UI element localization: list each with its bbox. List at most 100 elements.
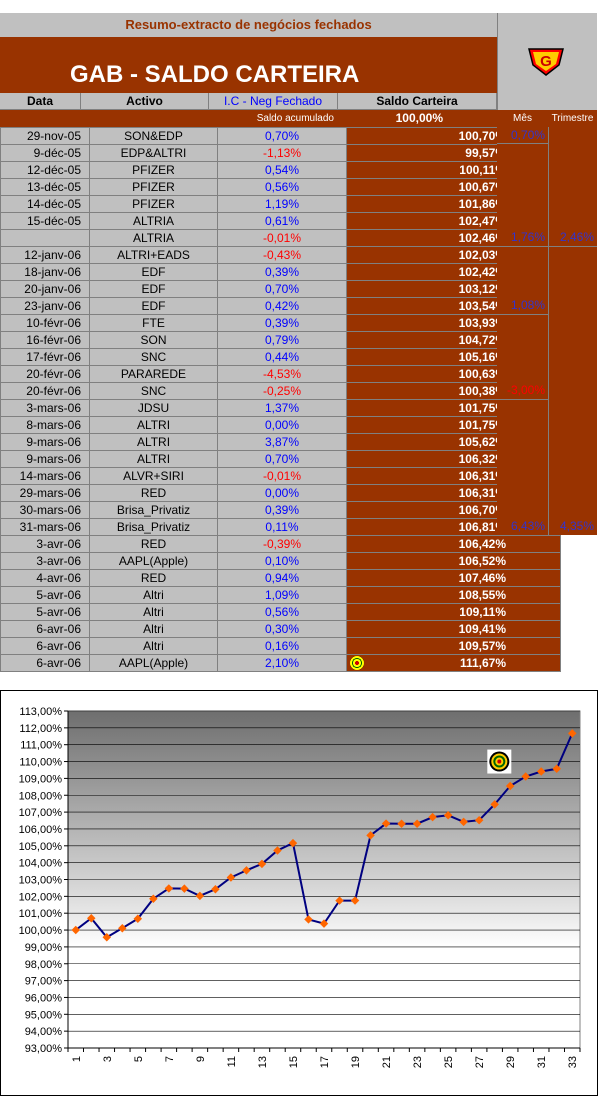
saldo-acumulado-label: Saldo acumulado: [209, 110, 338, 127]
cell-ic: 0,70%: [217, 127, 347, 145]
target-center: [497, 759, 502, 764]
table-row: 29-nov-05 SON&EDP 0,70% 100,70%: [0, 127, 561, 145]
cell-ic: -0,01%: [217, 229, 347, 247]
table-row: 3-mars-06 JDSU 1,37% 101,75%: [0, 399, 561, 417]
month-sep-1: [497, 246, 548, 247]
table-row: 20-janv-06 EDF 0,70% 103,12%: [0, 280, 561, 298]
data-point: [366, 831, 375, 840]
data-point: [149, 894, 158, 903]
y-tick-label: 96,00%: [25, 992, 63, 1004]
cell-saldo: 108,55%: [346, 586, 561, 604]
x-tick-label: 33: [567, 1056, 579, 1068]
cell-asset: Altri: [89, 637, 218, 655]
y-tick-label: 100,00%: [19, 925, 63, 937]
data-point: [195, 891, 205, 901]
cell-asset: ALTRI: [89, 450, 218, 468]
cell-ic: 0,42%: [217, 297, 347, 315]
cell-saldo: 111,67%: [346, 654, 561, 672]
month-header: Mês: [497, 110, 548, 127]
y-tick-label: 104,00%: [19, 858, 63, 870]
data-point: [335, 896, 344, 905]
x-tick-label: 5: [133, 1056, 145, 1062]
table-row: 6-avr-06 Altri 0,16% 109,57%: [0, 637, 561, 655]
cell-ic: -0,01%: [217, 467, 347, 485]
y-tick-label: 102,00%: [19, 891, 63, 903]
table-row: 9-mars-06 ALTRI 3,87% 105,62%: [0, 433, 561, 451]
cell-date: 18-janv-06: [0, 263, 90, 281]
cell-date: 3-mars-06: [0, 399, 90, 417]
cell-date: 9-mars-06: [0, 433, 90, 451]
cell-date: 29-nov-05: [0, 127, 90, 145]
cell-ic: 0,94%: [217, 569, 347, 587]
x-tick-label: 21: [381, 1056, 393, 1068]
cell-asset: ALTRI: [89, 433, 218, 451]
quarter-sep-1: [548, 246, 597, 247]
y-tick-label: 105,00%: [19, 841, 63, 853]
cell-date: 3-avr-06: [0, 535, 90, 553]
quarter-header: Trimestre: [548, 110, 597, 127]
cell-ic: 0,61%: [217, 212, 347, 230]
cell-saldo: 109,11%: [346, 603, 561, 621]
month-value-feb: -3,00%: [506, 383, 545, 397]
cell-asset: JDSU: [89, 399, 218, 417]
report-title: GAB - SALDO CARTEIRA: [0, 37, 497, 93]
table-row: 10-févr-06 FTE 0,39% 103,93%: [0, 314, 561, 332]
data-point: [412, 819, 422, 828]
cell-ic: 2,10%: [217, 654, 347, 672]
side-panel: [497, 127, 597, 535]
cell-date: 14-mars-06: [0, 467, 90, 485]
cell-ic: 0,54%: [217, 161, 347, 179]
month-value-nov: 0,70%: [497, 127, 548, 144]
cell-date: 23-janv-06: [0, 297, 90, 315]
table-row: 12-déc-05 PFIZER 0,54% 100,11%: [0, 161, 561, 179]
data-point: [273, 846, 282, 855]
cell-ic: 0,00%: [217, 416, 347, 434]
y-tick-label: 93,00%: [25, 1043, 63, 1055]
cell-asset: PARAREDE: [89, 365, 218, 383]
cell-date: 29-mars-06: [0, 484, 90, 502]
cell-date: 5-avr-06: [0, 603, 90, 621]
y-tick-label: 108,00%: [19, 790, 63, 802]
cell-date: 3-avr-06: [0, 552, 90, 570]
cell-date: 16-févr-06: [0, 331, 90, 349]
table-row: 5-avr-06 Altri 0,56% 109,11%: [0, 603, 561, 621]
cell-date: 12-déc-05: [0, 161, 90, 179]
cell-ic: 0,44%: [217, 348, 347, 366]
y-tick-label: 99,00%: [25, 942, 63, 954]
cell-date: 13-déc-05: [0, 178, 90, 196]
chart-area: 93,00% 94,00% 95,00% 96,00% 97,00% 98,00% 99,0…: [0, 690, 598, 1096]
cell-date: 6-avr-06: [0, 637, 90, 655]
col-header-ic: I.C - Neg Fechado: [209, 93, 338, 110]
col-header-asset: Activo: [81, 93, 209, 110]
table-row: 16-févr-06 SON 0,79% 104,72%: [0, 331, 561, 349]
y-tick-label: 97,00%: [25, 976, 63, 988]
cell-asset: PFIZER: [89, 178, 218, 196]
y-tick-label: 106,00%: [19, 824, 63, 836]
x-tick-label: 17: [319, 1056, 331, 1068]
cell-date: 8-mars-06: [0, 416, 90, 434]
cell-date: 12-janv-06: [0, 246, 90, 264]
data-point: [164, 884, 174, 893]
y-tick-label: 107,00%: [19, 807, 63, 819]
x-tick-label: 23: [412, 1056, 424, 1068]
cell-ic: -1,13%: [217, 144, 347, 162]
x-tick-label: 25: [443, 1056, 455, 1068]
cell-asset: SNC: [89, 348, 218, 366]
cell-ic: 0,56%: [217, 178, 347, 196]
cell-date: 20-févr-06: [0, 365, 90, 383]
y-tick-label: 109,00%: [19, 773, 63, 785]
cell-ic: 3,87%: [217, 433, 347, 451]
data-point: [304, 915, 313, 924]
data-point: [397, 819, 406, 828]
data-point: [443, 811, 453, 820]
month-value-mar: 6,43%: [510, 519, 545, 533]
cell-ic: 0,39%: [217, 501, 347, 519]
cell-date: 20-janv-06: [0, 280, 90, 298]
cell-date: [0, 229, 90, 247]
table-row: 3-avr-06 RED -0,39% 106,42%: [0, 535, 561, 553]
data-point: [118, 923, 127, 933]
data-point: [257, 859, 267, 869]
cell-asset: RED: [89, 535, 218, 553]
data-point: [474, 815, 484, 825]
month-sep-3: [497, 399, 548, 400]
